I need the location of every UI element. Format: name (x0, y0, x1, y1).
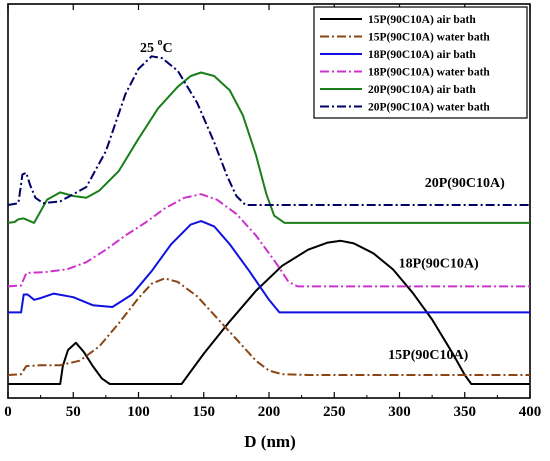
series-line-4 (7, 193, 530, 288)
legend-entry-5: 20P(90C10A) air bath (368, 84, 476, 96)
x-tick-label: 350 (454, 404, 477, 420)
legend-entry-6: 20P(90C10A) water bath (368, 102, 490, 114)
x-tick-label: 250 (323, 404, 346, 420)
x-tick-label: 50 (66, 404, 81, 420)
series-line-5 (7, 71, 530, 224)
curve-annotation-1: 20P(90C10A) (425, 176, 505, 191)
legend-box (313, 6, 528, 119)
x-tick-label: 200 (258, 404, 281, 420)
series-line-3 (8, 220, 530, 314)
legend-entry-4: 18P(90C10A) water bath (368, 67, 490, 79)
x-tick-label: 150 (193, 404, 216, 420)
series-line-6 (7, 55, 530, 206)
x-tick-label: 300 (388, 404, 411, 420)
series-line-2 (7, 277, 530, 376)
curve-annotations: 20P(90C10A) 18P(90C10A) 15P(90C10A) (388, 176, 505, 363)
legend-entry-1: 15P(90C10A) air bath (368, 14, 476, 26)
series-line-1 (8, 239, 530, 385)
x-tick-label: 100 (127, 404, 150, 420)
x-axis-label: D (nm) (244, 432, 295, 451)
legend: 15P(90C10A) air bath 15P(90C10A) water ba… (313, 6, 528, 119)
curve-annotation-2: 18P(90C10A) (399, 257, 479, 272)
curve-annotation-3: 15P(90C10A) (388, 348, 468, 363)
temperature-label: 25 oC (140, 37, 173, 56)
legend-entry-3: 18P(90C10A) air bath (368, 49, 476, 61)
x-axis-ticks: 0 50 100 150 200 250 300 350 400 (4, 4, 541, 420)
x-tick-label: 0 (4, 404, 12, 420)
series-lines (7, 55, 530, 385)
legend-entry-2: 15P(90C10A) water bath (368, 32, 490, 44)
x-tick-label: 400 (519, 404, 542, 420)
